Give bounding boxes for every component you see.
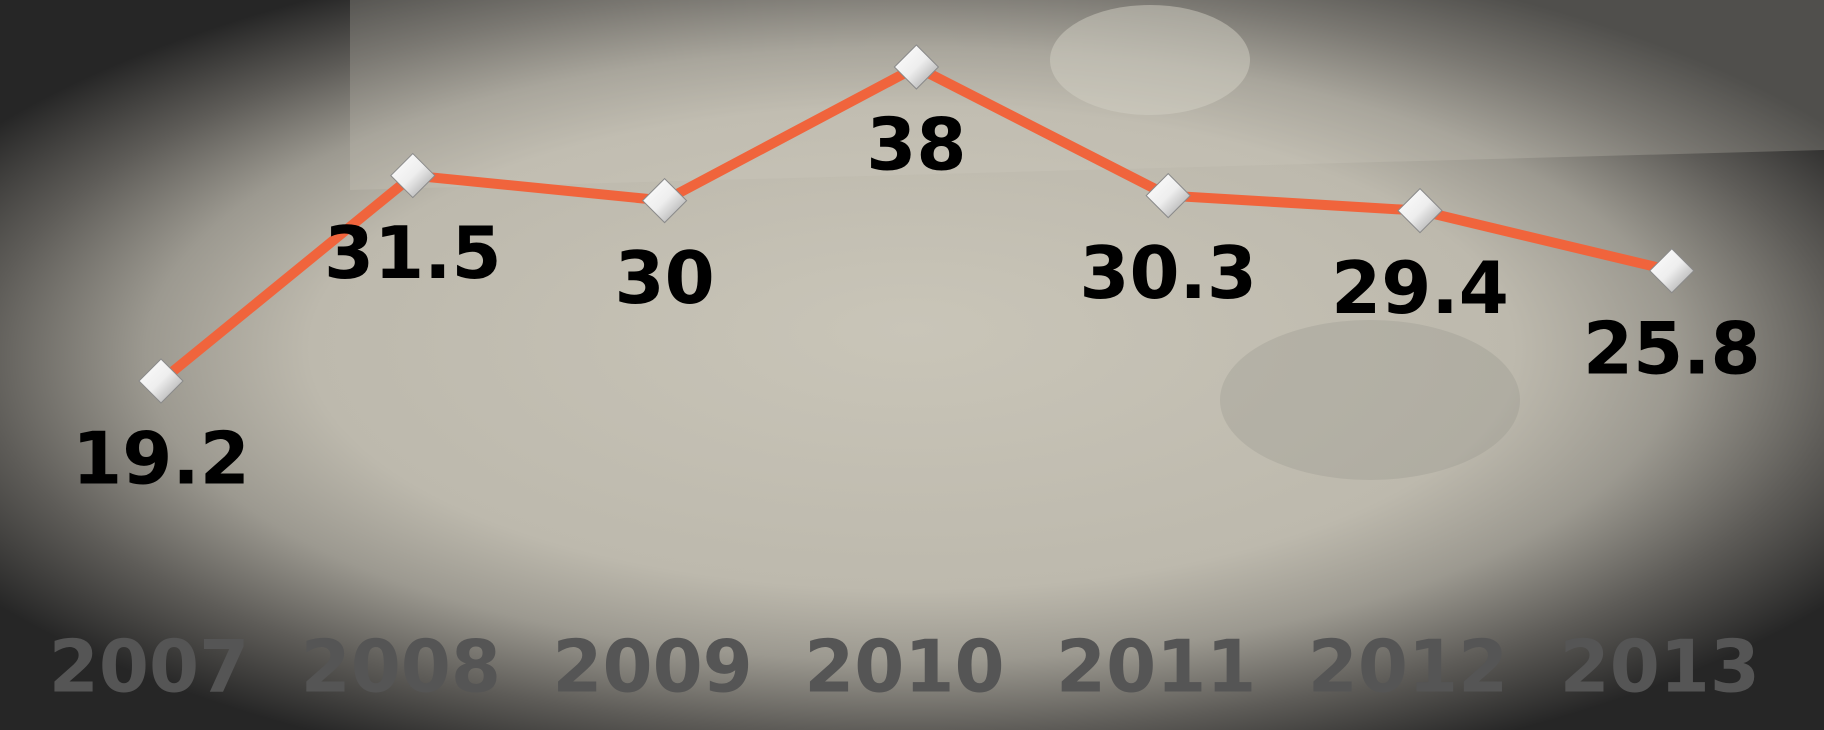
data-label: 25.8	[1583, 306, 1761, 390]
data-label: 29.4	[1331, 246, 1509, 330]
x-tick-label: 2012	[1308, 625, 1508, 709]
x-tick-label: 2007	[49, 625, 249, 709]
x-tick-label: 2011	[1056, 625, 1256, 709]
background-decoration	[1220, 320, 1520, 480]
data-label: 19.2	[72, 417, 250, 501]
data-label: 30	[614, 236, 714, 320]
x-tick-label: 2013	[1560, 625, 1760, 709]
chart: 2007 2008 2009 2010 2011 2012 2013 19.2 31.5 30 38…	[0, 0, 1824, 730]
data-label: 31.5	[324, 211, 502, 295]
x-tick-label: 2009	[552, 625, 752, 709]
x-tick-label: 2010	[804, 625, 1004, 709]
x-tick-label: 2008	[301, 625, 501, 709]
data-label: 30.3	[1079, 231, 1257, 315]
data-label: 38	[866, 103, 966, 187]
